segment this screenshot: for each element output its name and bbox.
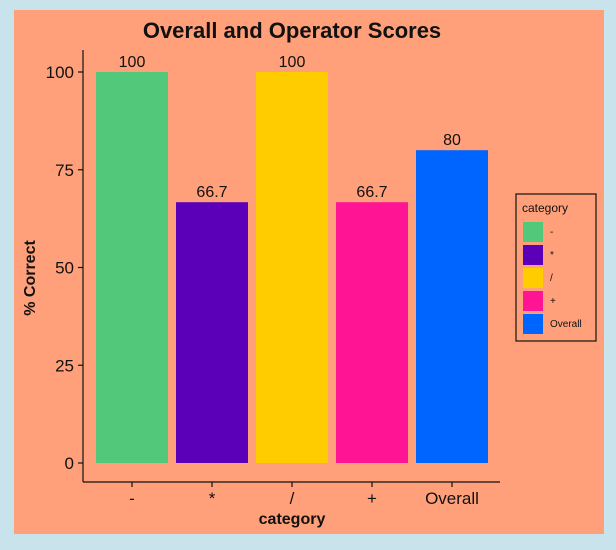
bar-data-label: 100 (279, 54, 306, 71)
y-tick-label: 75 (55, 161, 74, 180)
x-tick-label: + (367, 489, 377, 508)
legend-box (515, 193, 597, 342)
y-axis-title: % Correct (22, 240, 39, 316)
legend-swatch (523, 268, 543, 288)
x-tick-label: Overall (425, 489, 479, 508)
plot-panel: Overall and Operator Scores 0 25 50 75 100 1… (14, 10, 604, 534)
legend-swatch (523, 314, 543, 334)
legend: category - * / + Overall (515, 193, 597, 342)
legend-label: + (550, 296, 556, 307)
y-tick-label: 50 (55, 259, 74, 278)
x-axis-ticks: - * / + Overall (129, 482, 479, 508)
bar-data-label: 66.7 (196, 184, 227, 201)
legend-swatch (523, 222, 543, 242)
legend-entries: - * / + Overall (523, 222, 582, 334)
legend-label: / (550, 273, 553, 284)
legend-swatch (523, 291, 543, 311)
legend-title: category (522, 201, 568, 215)
x-axis-title: category (259, 511, 326, 528)
bar-data-label: 80 (443, 132, 461, 149)
bar (256, 72, 328, 463)
y-axis-ticks: 0 25 50 75 100 (46, 63, 83, 473)
legend-swatch (523, 245, 543, 265)
bar (416, 150, 488, 463)
bar-chart: Overall and Operator Scores 0 25 50 75 100 1… (22, 18, 597, 528)
x-tick-label: / (290, 489, 295, 508)
bar-data-label: 100 (119, 54, 146, 71)
legend-label: Overall (550, 319, 582, 330)
x-tick-label: - (129, 489, 135, 508)
legend-label: * (550, 250, 554, 261)
x-tick-label: * (209, 489, 216, 508)
bar (336, 202, 408, 463)
y-tick-label: 100 (46, 63, 74, 82)
chart-title: Overall and Operator Scores (143, 18, 441, 43)
y-tick-label: 0 (65, 454, 74, 473)
bar (96, 72, 168, 463)
bar-data-label: 66.7 (356, 184, 387, 201)
legend-label: - (550, 227, 553, 238)
bars-group: 100 66.7 100 66.7 80 (96, 54, 488, 463)
bar (176, 202, 248, 463)
y-tick-label: 25 (55, 356, 74, 375)
